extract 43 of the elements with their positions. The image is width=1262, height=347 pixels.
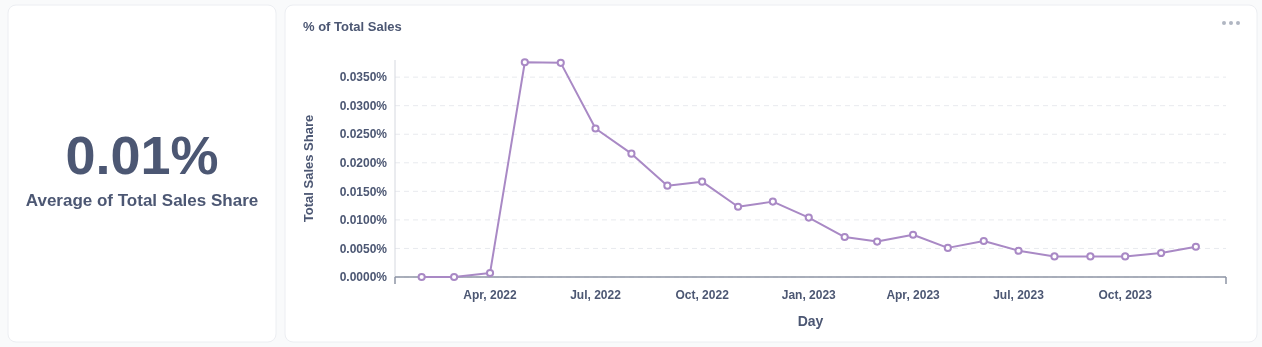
x-tick-label: Apr, 2023 <box>886 288 941 302</box>
y-tick-label: 0.0100% <box>339 213 388 228</box>
y-tick-label: 0.0000% <box>339 270 388 285</box>
x-tick-label: Oct, 2022 <box>675 288 730 302</box>
y-tick-label: 0.0300% <box>339 98 388 113</box>
point <box>733 202 743 211</box>
point <box>1121 252 1130 261</box>
x-tick-label: Jul, 2022 <box>570 288 622 302</box>
point <box>768 197 777 206</box>
x-axis-title: Day <box>797 313 824 329</box>
point <box>591 124 600 133</box>
point <box>1086 252 1095 261</box>
x-tick-label: Oct, 2023 <box>1098 288 1153 302</box>
y-tick-label: 0.0200% <box>339 155 388 170</box>
point <box>698 177 707 186</box>
point <box>943 243 952 252</box>
x-tick-label: Jul, 2023 <box>993 288 1045 302</box>
y-tick-label: 0.0150% <box>339 184 388 199</box>
chart-title: % of Total Sales <box>303 19 402 34</box>
x-tick-label: Apr, 2022 <box>463 288 518 302</box>
x-tick-label: Jan, 2023 <box>781 288 837 302</box>
y-axis-title: Total Sales Share <box>301 114 316 223</box>
y-tick-label: 0.0350% <box>339 70 388 85</box>
point <box>520 58 529 67</box>
point <box>908 230 918 239</box>
point <box>804 213 813 222</box>
point <box>1014 246 1023 255</box>
point <box>1157 248 1166 258</box>
text: Average of Total Sales Share <box>25 190 259 210</box>
point <box>485 268 495 278</box>
point <box>979 236 988 246</box>
point <box>840 232 849 242</box>
text: 0.01% <box>65 124 219 185</box>
point <box>873 237 882 246</box>
y-tick-label: 0.0050% <box>339 241 388 256</box>
point <box>627 149 636 158</box>
point <box>450 272 459 282</box>
point <box>1050 252 1059 261</box>
point <box>417 272 426 282</box>
y-tick-label: 0.0250% <box>339 127 388 142</box>
point <box>663 181 672 190</box>
point <box>556 58 565 67</box>
point <box>1191 242 1200 251</box>
